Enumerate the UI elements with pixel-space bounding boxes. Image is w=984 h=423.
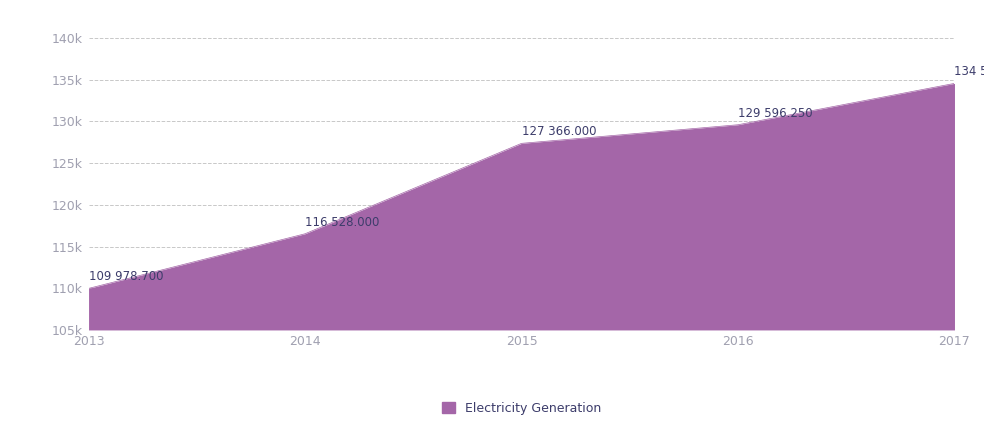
Text: 127 366.000: 127 366.000 <box>522 125 596 138</box>
Legend: Electricity Generation: Electricity Generation <box>437 397 606 420</box>
Text: 129 596.250: 129 596.250 <box>738 107 813 120</box>
Text: 116 528.000: 116 528.000 <box>305 216 380 229</box>
Text: 109 978.700: 109 978.700 <box>89 270 163 283</box>
Text: 134 553.078: 134 553.078 <box>954 66 984 78</box>
